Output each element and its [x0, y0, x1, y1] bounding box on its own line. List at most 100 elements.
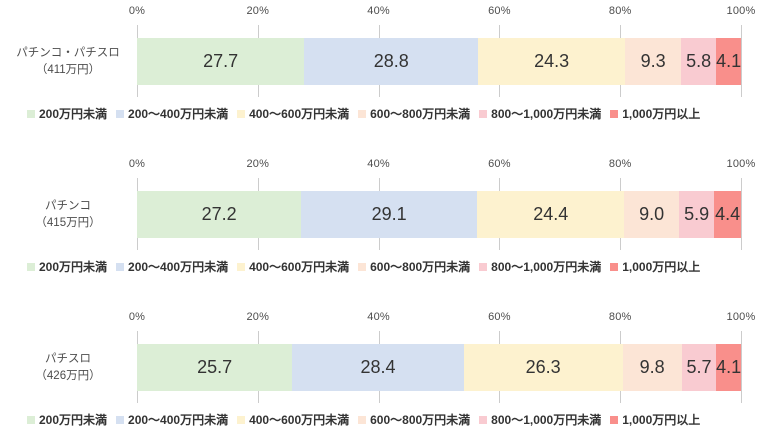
axis-tick-label: 60%: [488, 158, 511, 170]
legend-item: 400～600万円未満: [237, 411, 349, 428]
category-label: パチンコ （415万円）: [4, 191, 132, 238]
legend-label: 800～1,000万円未満: [491, 260, 602, 274]
bar-segment: 24.3: [478, 38, 625, 85]
category-label-line2: （415万円）: [35, 216, 101, 229]
axis-tick-label: 0%: [128, 158, 146, 170]
segment-value-label: 4.4: [715, 204, 741, 224]
legend-item: 200～400万円未満: [116, 258, 228, 275]
legend-color-swatch: [479, 262, 488, 271]
legend-color-swatch: [479, 109, 488, 118]
axis-tick-label: 80%: [608, 5, 632, 17]
axis-tick-label: 0%: [128, 311, 146, 323]
x-axis: 0% 20% 40% 60% 80% 100%: [129, 158, 755, 172]
plot-area: 25.7 28.4 26.3 9.8 5.7 4.1: [137, 331, 742, 403]
legend-label: 400～600万円未満: [249, 260, 350, 274]
stacked-bar: 25.7 28.4 26.3 9.8 5.7 4.1: [137, 344, 741, 391]
legend-item: 800～1,000万円未満: [479, 105, 601, 122]
legend-item: 200～400万円未満: [116, 411, 228, 428]
bar-segment: 9.8: [622, 344, 682, 391]
axis-tick-label: 100%: [726, 311, 756, 323]
legend-item: 600～800万円未満: [358, 105, 470, 122]
category-label-line1: パチスロ: [45, 352, 91, 365]
segment-value-label: 4.1: [716, 51, 742, 71]
legend-item: 1,000万円以上: [610, 258, 700, 275]
legend-item: 200万円未満: [27, 258, 107, 275]
legend-label: 600～800万円未満: [370, 107, 471, 121]
legend-item: 600～800万円未満: [358, 258, 470, 275]
axis-tick-label: 80%: [608, 311, 632, 323]
bar-segment: 29.1: [301, 191, 478, 238]
axis-tick-label: 40%: [367, 311, 390, 323]
axis-tick-label: 40%: [367, 5, 390, 17]
legend-item: 200～400万円未満: [116, 105, 228, 122]
legend-color-swatch: [27, 415, 35, 424]
bar-segment: 25.7: [137, 344, 293, 391]
legend-color-swatch: [27, 109, 35, 118]
axis-tick-label: 0%: [128, 5, 146, 17]
chart-block: 0% 20% 40% 60% 80% 100% 25.7 28.4 26.3 9.8 5.7 4.1 パ…: [0, 306, 763, 442]
segment-value-label: 28.8: [373, 51, 409, 71]
bar-segment: 9.3: [625, 38, 682, 85]
axis-tick-label: 60%: [488, 5, 511, 17]
axis-tick-label: 80%: [608, 158, 632, 170]
legend-color-swatch: [479, 415, 488, 424]
legend-label: 600～800万円未満: [370, 413, 471, 427]
legend-item: 400～600万円未満: [237, 258, 349, 275]
legend-color-swatch: [358, 415, 367, 424]
segment-value-label: 4.1: [716, 357, 742, 377]
chart-block: 0% 20% 40% 60% 80% 100% 27.7 28.8 24.3 9.3 5.8 4.1 パ…: [0, 0, 763, 147]
legend-color-swatch: [237, 262, 246, 271]
stacked-bar: 27.7 28.8 24.3 9.3 5.8 4.1: [137, 38, 741, 85]
bar-segment: 28.4: [292, 344, 464, 391]
legend-label: 200～400万円未満: [128, 413, 229, 427]
category-label-line1: パチンコ・パチスロ: [16, 46, 120, 59]
gridline: [741, 331, 742, 403]
category-label: パチンコ・パチスロ （411万円）: [4, 38, 132, 85]
legend-label: 600～800万円未満: [370, 260, 471, 274]
segment-value-label: 5.8: [686, 51, 712, 71]
gridline: [741, 178, 742, 250]
axis-tick-label: 60%: [488, 311, 511, 323]
axis-tick-label: 20%: [246, 158, 270, 170]
legend-label: 200～400万円未満: [128, 260, 229, 274]
gridline: [741, 25, 742, 97]
segment-value-label: 26.3: [525, 357, 561, 377]
legend-item: 1,000万円以上: [610, 105, 700, 122]
legend-item: 400～600万円未満: [237, 105, 349, 122]
bar-segment: 27.7: [137, 38, 305, 85]
legend-item: 800～1,000万円未満: [479, 258, 601, 275]
legend-label: 800～1,000万円未満: [491, 107, 602, 121]
legend: 200万円未満 200～400万円未満 400～600万円未満 600～800万円未満…: [27, 258, 700, 275]
chart-block: 0% 20% 40% 60% 80% 100% 27.2 29.1 24.4 9.0 5.9 4.4 パ…: [0, 153, 763, 300]
axis-tick-label: 20%: [246, 5, 270, 17]
bar-segment: 28.8: [304, 38, 479, 85]
legend-item: 200万円未満: [27, 105, 107, 122]
segment-value-label: 25.7: [197, 357, 233, 377]
x-axis: 0% 20% 40% 60% 80% 100%: [129, 311, 755, 325]
legend-item: 800～1,000万円未満: [479, 411, 601, 428]
stacked-bar: 27.2 29.1 24.4 9.0 5.9 4.4: [137, 191, 741, 238]
legend-item: 1,000万円以上: [610, 411, 700, 428]
bar-segment: 24.4: [477, 191, 625, 238]
category-label: パチスロ （426万円）: [4, 344, 132, 391]
x-axis: 0% 20% 40% 60% 80% 100%: [129, 5, 755, 19]
legend-label: 200万円未満: [39, 413, 108, 427]
legend-color-swatch: [358, 109, 367, 118]
legend-label: 400～600万円未満: [249, 413, 350, 427]
axis-tick-label: 100%: [726, 5, 756, 17]
axis-tick-label: 100%: [726, 158, 756, 170]
legend-color-swatch: [116, 262, 125, 271]
bar-segment: 4.1: [716, 344, 741, 391]
axis-tick-label: 20%: [246, 311, 270, 323]
legend-color-swatch: [116, 415, 125, 424]
segment-value-label: 27.7: [203, 51, 239, 71]
legend-label: 1,000万円以上: [622, 107, 701, 121]
legend-label: 1,000万円以上: [622, 260, 701, 274]
plot-area: 27.7 28.8 24.3 9.3 5.8 4.1: [137, 25, 742, 97]
legend: 200万円未満 200～400万円未満 400～600万円未満 600～800万円未満…: [27, 105, 700, 122]
legend-label: 200万円未満: [39, 260, 108, 274]
segment-value-label: 28.4: [360, 357, 396, 377]
bar-segment: 27.2: [137, 191, 302, 238]
legend-label: 400～600万円未満: [249, 107, 350, 121]
